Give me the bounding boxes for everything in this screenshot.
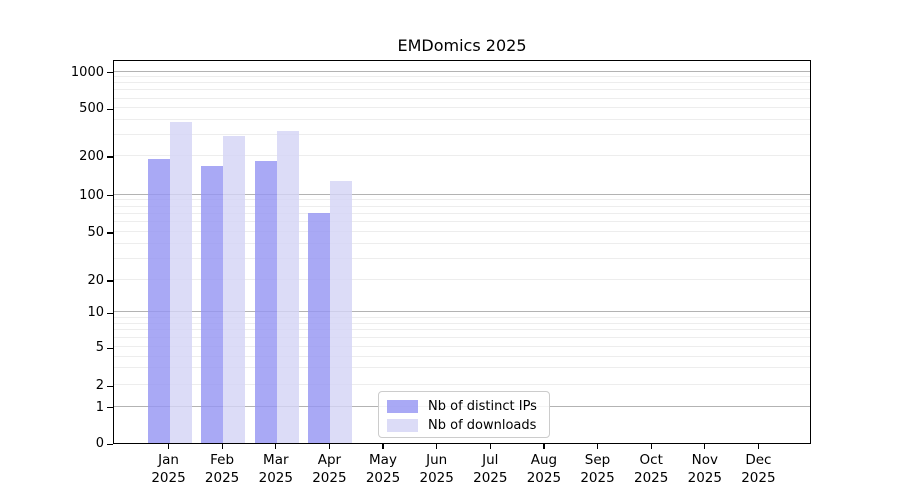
x-tick-mark-apr bbox=[328, 444, 330, 449]
gridline-10 bbox=[114, 311, 810, 313]
y-tick-label-500: 500 bbox=[79, 101, 104, 117]
legend-label-downloads: Nb of downloads bbox=[428, 418, 537, 433]
plot-area: Nb of distinct IPs Nb of downloads bbox=[113, 60, 811, 444]
x-tick-label-jun: Jun 2025 bbox=[419, 452, 454, 486]
y-tick-label-0: 0 bbox=[95, 436, 104, 451]
y-tick-label-50: 50 bbox=[87, 224, 104, 240]
x-tick-mark-jun bbox=[436, 444, 438, 449]
gridline-7 bbox=[114, 329, 810, 331]
chart-title: EMDomics 2025 bbox=[397, 36, 527, 55]
x-tick-label-feb: Feb 2025 bbox=[204, 452, 240, 486]
y-tick-mark-200 bbox=[107, 156, 113, 158]
y-tick-mark-100 bbox=[107, 195, 113, 197]
y-tick-mark-2 bbox=[107, 385, 113, 387]
gridline-6 bbox=[114, 337, 810, 339]
y-tick-mark-5 bbox=[107, 347, 113, 350]
gridline-80 bbox=[114, 205, 810, 207]
x-tick-label-apr: Apr 2025 bbox=[312, 452, 347, 486]
bar-jan-downloads bbox=[169, 122, 192, 443]
legend-swatch-distinct-ips bbox=[387, 400, 418, 413]
y-tick-label-5: 5 bbox=[95, 340, 104, 356]
x-tick-label-dec: Dec 2025 bbox=[741, 452, 776, 486]
x-tick-mark-sep bbox=[596, 444, 599, 449]
gridline-400 bbox=[114, 118, 810, 120]
x-tick-mark-feb bbox=[221, 444, 223, 449]
gridline-300 bbox=[114, 133, 810, 135]
y-tick-label-20: 20 bbox=[87, 272, 104, 288]
gridline-1000 bbox=[114, 70, 810, 72]
bar-apr-distinct-ips bbox=[308, 213, 331, 443]
gridline-600 bbox=[114, 97, 810, 99]
gridline-4 bbox=[114, 355, 810, 357]
gridline-90 bbox=[114, 199, 810, 201]
x-tick-mark-oct bbox=[650, 444, 652, 449]
bar-mar-downloads bbox=[276, 131, 299, 443]
y-tick-label-2: 2 bbox=[95, 378, 104, 393]
x-tick-mark-dec bbox=[757, 444, 760, 449]
bar-feb-distinct-ips bbox=[201, 165, 224, 443]
x-tick-mark-mar bbox=[275, 444, 277, 449]
y-tick-mark-50 bbox=[107, 232, 113, 234]
gridline-20 bbox=[114, 278, 810, 280]
x-tick-label-mar: Mar 2025 bbox=[258, 452, 293, 486]
x-tick-mark-jan bbox=[167, 444, 170, 449]
gridline-900 bbox=[114, 76, 810, 78]
y-tick-mark-0 bbox=[107, 443, 113, 445]
y-tick-label-200: 200 bbox=[79, 148, 104, 164]
x-tick-mark-may bbox=[382, 444, 384, 449]
gridline-200 bbox=[114, 154, 810, 156]
gridline-30 bbox=[114, 257, 810, 259]
x-tick-mark-aug bbox=[543, 444, 545, 449]
gridline-8 bbox=[114, 322, 810, 324]
gridline-100 bbox=[114, 193, 810, 195]
x-tick-label-may: May 2025 bbox=[365, 452, 401, 486]
y-tick-label-1: 1 bbox=[95, 399, 104, 415]
gridline-700 bbox=[114, 89, 810, 91]
gridline-60 bbox=[114, 221, 810, 222]
legend-item-distinct-ips: Nb of distinct IPs bbox=[379, 397, 549, 416]
gridline-9 bbox=[114, 316, 810, 318]
x-tick-mark-jul bbox=[489, 444, 491, 449]
bar-apr-downloads bbox=[330, 180, 353, 443]
y-tick-mark-20 bbox=[107, 280, 113, 282]
gridline-40 bbox=[114, 242, 810, 244]
bar-feb-downloads bbox=[223, 135, 246, 443]
y-tick-mark-1 bbox=[107, 407, 113, 409]
x-tick-label-jul: Jul 2025 bbox=[473, 452, 508, 486]
x-tick-label-sep: Sep 2025 bbox=[580, 452, 615, 486]
y-tick-label-1000: 1000 bbox=[70, 64, 104, 80]
x-tick-label-aug: Aug 2025 bbox=[526, 452, 562, 486]
y-tick-label-100: 100 bbox=[79, 187, 104, 203]
gridline-2 bbox=[114, 384, 810, 385]
x-tick-label-oct: Oct 2025 bbox=[634, 452, 669, 486]
gridline-3 bbox=[114, 367, 810, 369]
x-tick-mark-nov bbox=[704, 444, 706, 449]
gridline-800 bbox=[114, 82, 810, 84]
legend-item-downloads: Nb of downloads bbox=[379, 416, 549, 435]
legend-swatch-downloads bbox=[387, 419, 418, 432]
legend: Nb of distinct IPs Nb of downloads bbox=[378, 391, 550, 438]
gridline-5 bbox=[114, 346, 810, 348]
y-tick-mark-1000 bbox=[107, 72, 113, 74]
legend-label-distinct-ips: Nb of distinct IPs bbox=[428, 399, 537, 414]
gridline-70 bbox=[114, 212, 810, 214]
gridline-500 bbox=[114, 107, 810, 109]
y-tick-mark-10 bbox=[107, 312, 113, 315]
x-tick-label-nov: Nov 2025 bbox=[687, 452, 722, 486]
bar-mar-distinct-ips bbox=[254, 161, 277, 443]
x-tick-label-jan: Jan 2025 bbox=[151, 452, 186, 486]
y-tick-mark-500 bbox=[107, 108, 113, 110]
bar-jan-distinct-ips bbox=[147, 158, 170, 443]
y-tick-label-10: 10 bbox=[87, 305, 104, 321]
gridline-50 bbox=[114, 230, 810, 232]
